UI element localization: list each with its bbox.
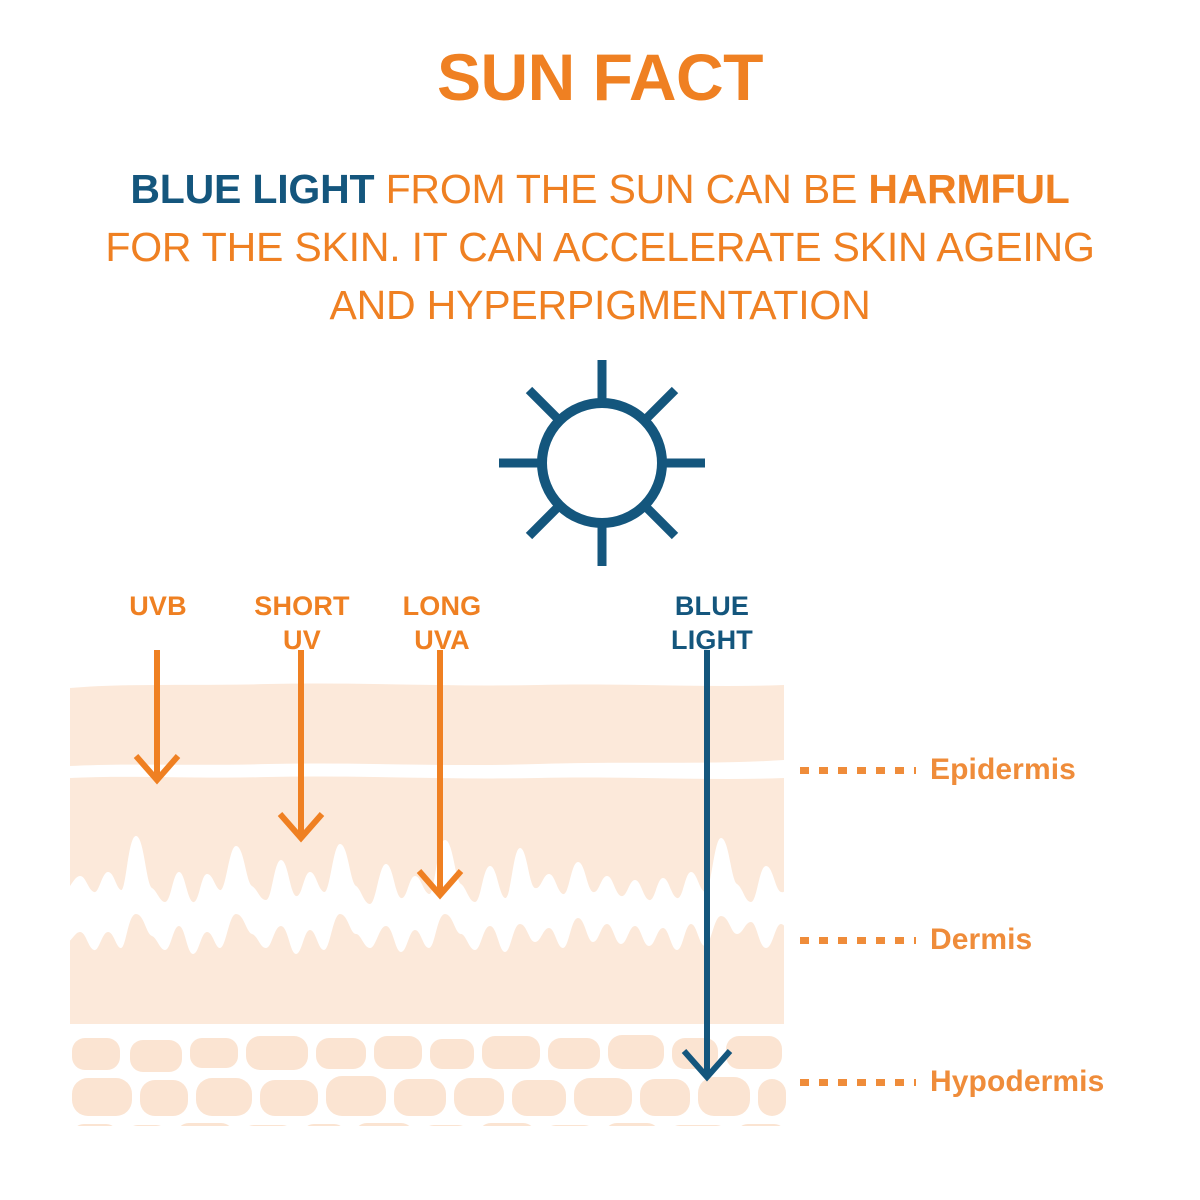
leader-line-epidermis — [800, 766, 916, 774]
leader-line-hypodermis — [800, 1078, 916, 1086]
ray-label-blue-line1: BLUE — [674, 591, 750, 621]
ray-label-blue-line2: LIGHT — [671, 624, 753, 655]
page-title: SUN FACT — [437, 40, 764, 114]
subtitle-line1-rest: FROM THE SUN CAN BE — [374, 166, 869, 212]
hypodermis-layer — [72, 1035, 786, 1126]
callout-epidermis: Epidermis — [800, 750, 1076, 790]
subtitle-block: BLUE LIGHT FROM THE SUN CAN BE HARMFUL F… — [60, 160, 1140, 335]
ray-label-blue-light: BLUE LIGHT — [612, 590, 812, 658]
ray-label-long-line1: LONG — [402, 591, 482, 621]
ray-label-uvb-line1: UVB — [129, 591, 187, 621]
ray-label-short-uv: SHORT UV — [222, 590, 382, 658]
epidermis-layer — [70, 683, 784, 766]
subtitle-blue-light: BLUE LIGHT — [130, 166, 375, 212]
leader-line-dermis — [800, 936, 916, 944]
skin-cross-section-diagram — [68, 683, 786, 1126]
subtitle-line-3: AND HYPERPIGMENTATION — [329, 282, 871, 329]
callout-hypodermis: Hypodermis — [800, 1062, 1104, 1102]
callout-label-epidermis: Epidermis — [930, 753, 1076, 786]
sun-icon — [499, 360, 705, 566]
ray-label-long-uva: LONG UVA — [362, 590, 522, 658]
subtitle-harmful: HARMFUL — [868, 166, 1070, 212]
callout-dermis: Dermis — [800, 920, 1032, 960]
callout-label-hypodermis: Hypodermis — [930, 1065, 1105, 1098]
subtitle-line-1: BLUE LIGHT FROM THE SUN CAN BE HARMFUL — [60, 160, 1140, 218]
callout-label-dermis: Dermis — [930, 923, 1033, 956]
ray-label-uvb: UVB — [88, 590, 228, 624]
ray-label-short-line1: SHORT — [254, 591, 350, 621]
ray-label-short-line2: UV — [283, 624, 321, 655]
subtitle-line-2: FOR THE SKIN. IT CAN ACCELERATE SKIN AGE… — [105, 224, 1095, 271]
ray-label-long-line2: UVA — [414, 624, 470, 655]
